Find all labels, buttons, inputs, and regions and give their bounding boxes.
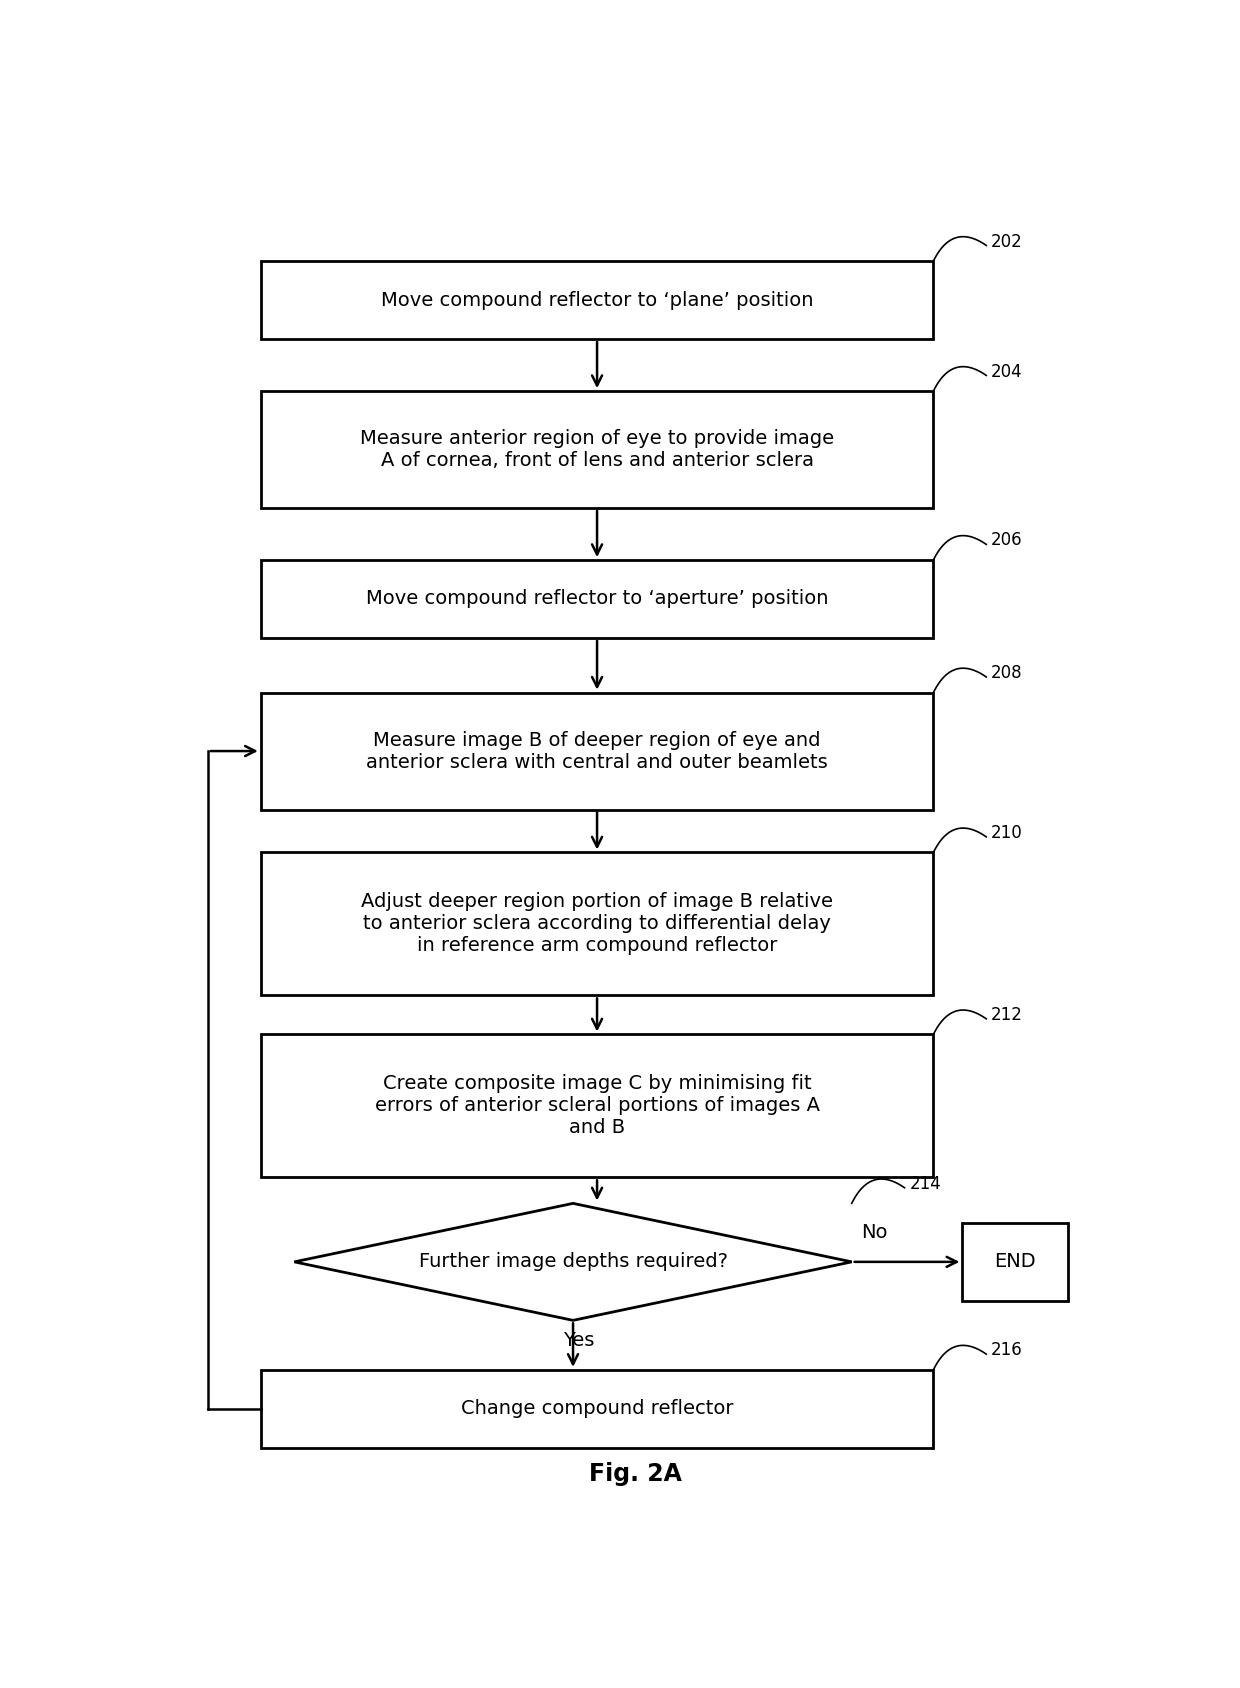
Text: 204: 204 bbox=[991, 363, 1023, 380]
Text: Adjust deeper region portion of image B relative
to anterior sclera according to: Adjust deeper region portion of image B … bbox=[361, 893, 833, 955]
FancyBboxPatch shape bbox=[260, 1369, 934, 1448]
Text: 202: 202 bbox=[991, 233, 1023, 250]
Text: No: No bbox=[862, 1224, 888, 1242]
Text: 208: 208 bbox=[991, 663, 1023, 682]
Polygon shape bbox=[294, 1204, 852, 1320]
Text: Yes: Yes bbox=[563, 1330, 595, 1350]
FancyBboxPatch shape bbox=[962, 1222, 1068, 1301]
Text: 214: 214 bbox=[909, 1175, 941, 1193]
Text: END: END bbox=[994, 1252, 1035, 1271]
Text: Move compound reflector to ‘aperture’ position: Move compound reflector to ‘aperture’ po… bbox=[366, 589, 828, 608]
Text: 216: 216 bbox=[991, 1342, 1023, 1359]
Text: 212: 212 bbox=[991, 1006, 1023, 1025]
FancyBboxPatch shape bbox=[260, 692, 934, 810]
Text: Fig. 2A: Fig. 2A bbox=[589, 1462, 682, 1485]
Text: Measure anterior region of eye to provide image
A of cornea, front of lens and a: Measure anterior region of eye to provid… bbox=[360, 429, 835, 469]
Text: Measure image B of deeper region of eye and
anterior sclera with central and out: Measure image B of deeper region of eye … bbox=[366, 731, 828, 771]
Text: Further image depths required?: Further image depths required? bbox=[419, 1252, 728, 1271]
Text: 210: 210 bbox=[991, 824, 1023, 842]
Text: 206: 206 bbox=[991, 532, 1023, 550]
Text: Create composite image C by minimising fit
errors of anterior scleral portions o: Create composite image C by minimising f… bbox=[374, 1074, 820, 1138]
Text: Change compound reflector: Change compound reflector bbox=[461, 1399, 733, 1418]
FancyBboxPatch shape bbox=[260, 560, 934, 638]
FancyBboxPatch shape bbox=[260, 1035, 934, 1178]
FancyBboxPatch shape bbox=[260, 262, 934, 339]
Text: Move compound reflector to ‘plane’ position: Move compound reflector to ‘plane’ posit… bbox=[381, 290, 813, 309]
FancyBboxPatch shape bbox=[260, 392, 934, 508]
FancyBboxPatch shape bbox=[260, 852, 934, 996]
